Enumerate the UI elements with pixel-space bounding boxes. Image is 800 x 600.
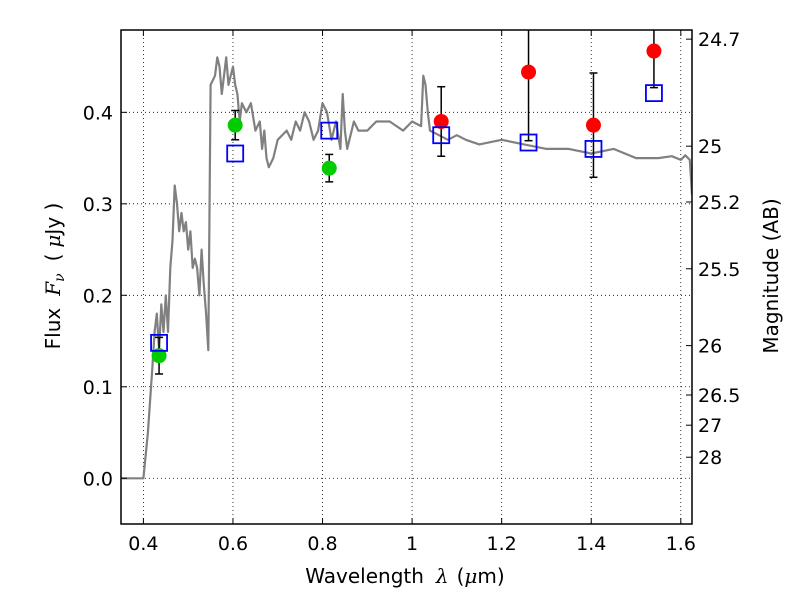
plot-frame xyxy=(120,29,693,525)
plot-area xyxy=(121,30,692,480)
x-tick-label: 0.4 xyxy=(128,533,158,555)
y2-tick-label: 25.2 xyxy=(698,192,740,214)
y-axis-label: FluxFν(μJy ) xyxy=(41,203,68,350)
y-tick-label: 0.2 xyxy=(83,285,113,307)
data-point xyxy=(227,117,243,133)
y2-tick-label: 24.7 xyxy=(698,29,740,51)
model-point xyxy=(584,140,603,158)
y-tick-label: 0.4 xyxy=(83,102,113,124)
y2-axis-label: Magnitude (AB) xyxy=(759,198,783,353)
x-tick-label: 0.8 xyxy=(307,533,337,555)
y2-tick-label: 26.5 xyxy=(698,385,740,407)
x-tick-label: 1 xyxy=(406,533,418,555)
y2-tick-label: 25 xyxy=(698,136,722,158)
data-point xyxy=(321,160,337,176)
model-point xyxy=(150,333,168,352)
y-tick-label: 0.0 xyxy=(83,468,113,490)
x-axis-label: Wavelength λ (μm) xyxy=(305,564,504,588)
y-tick-label: 0.1 xyxy=(83,377,113,399)
x-tick-label: 1.2 xyxy=(487,533,517,555)
model-point xyxy=(320,121,339,140)
y-tick-label: 0.3 xyxy=(83,194,113,216)
data-point xyxy=(646,43,662,59)
data-point xyxy=(521,64,537,80)
x-tick-label: 1.4 xyxy=(576,533,606,555)
y2-tick-label: 27 xyxy=(698,415,722,437)
model-point xyxy=(645,84,663,103)
y2-tick-label: 28 xyxy=(698,447,722,469)
y2-tick-label: 26 xyxy=(698,336,722,358)
x-tick-label: 1.6 xyxy=(666,533,696,555)
model-point xyxy=(519,133,538,152)
data-point xyxy=(585,117,601,133)
model-point xyxy=(432,126,451,145)
ticks: 0.4 0.6 0.8 1 1.2 1.4 1.6 0.0 0.1 0.2 0.3 0.4 24.7 25… xyxy=(83,29,741,555)
data-point xyxy=(433,113,449,129)
data-point xyxy=(151,348,167,364)
y2-tick-label: 25.5 xyxy=(698,259,740,281)
x-tick-label: 0.6 xyxy=(218,533,248,555)
model-point xyxy=(226,144,245,163)
spectrum-line xyxy=(121,56,692,480)
